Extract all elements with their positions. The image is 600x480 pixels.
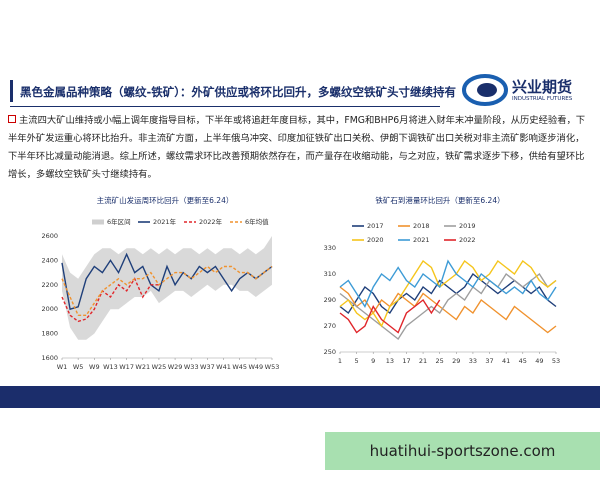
x-tick-label: W1 [57,363,68,371]
legend-label: 2020 [367,236,384,244]
legend-label: 6年均值 [245,217,269,226]
x-tick-label: W13 [103,363,118,371]
series-line [339,298,441,334]
title-bar [10,80,13,102]
title-rule [10,106,440,107]
x-tick-label: W5 [73,363,84,371]
legend-label: 6年区间 [107,217,131,226]
y-tick-label: 310 [324,270,336,278]
legend-swatch [92,219,104,225]
legend-label: 2022年 [199,217,223,226]
legend-label: 2021 [413,236,430,244]
x-tick-label: 5 [355,357,359,365]
body-text-block: 主流四大矿山维持或小幅上调年度指导目标，下半年或将追赶年度目标，其中，FMG和B… [8,112,592,184]
x-tick-label: W41 [216,363,231,371]
series-line [61,252,273,311]
logo-icon [462,74,508,106]
legend-label: 2021年 [153,217,177,226]
y-tick-label: 2600 [41,232,58,240]
x-tick-label: W9 [89,363,100,371]
chart-title: 主流矿山发运周环比回升（更新至6.24） [97,195,234,205]
x-tick-label: 1 [338,357,342,365]
slide-title: 黑色金属品种策略（螺纹-铁矿）：外矿供应或将环比回升，多螺纹空铁矿头寸继续持有 [20,85,457,99]
x-tick-label: 41 [502,357,510,365]
x-tick-label: W17 [119,363,134,371]
y-tick-label: 2000 [41,305,58,313]
x-tick-label: 37 [485,357,493,365]
series-line [339,259,557,308]
legend-label: 2017 [367,222,384,230]
x-tick-label: 21 [419,357,427,365]
y-tick-label: 270 [324,322,336,330]
y-tick-label: 2400 [41,256,58,264]
x-tick-label: 53 [552,357,560,365]
y-tick-label: 290 [324,296,336,304]
x-tick-label: 45 [519,357,527,365]
x-tick-label: W21 [135,363,150,371]
y-tick-label: 250 [324,348,336,356]
series-line [339,286,557,334]
x-tick-label: 33 [469,357,477,365]
y-tick-label: 1600 [41,354,58,362]
url-banner: huatihui-sportszone.com [325,432,600,470]
x-tick-label: W45 [232,363,247,371]
logo-name: 兴业期货 [512,78,573,96]
x-tick-label: W49 [248,363,263,371]
legend-label: 2019 [459,222,476,230]
x-tick-label: 13 [386,357,394,365]
charts: 主流矿山发运周环比回升（更新至6.24） 1600 1800 2000 2200 2400… [41,195,560,371]
x-tick-label: 25 [436,357,444,365]
x-tick-label: 17 [402,357,410,365]
bottom-band [0,386,600,408]
x-tick-label: W29 [168,363,183,371]
range-band [62,236,272,340]
logo-subtitle: INDUSTRIAL FUTURES [512,96,573,102]
x-tick-label: W37 [200,363,215,371]
x-tick-label: 9 [371,357,375,365]
legend-label: 2018 [413,222,430,230]
bullet [8,115,16,123]
y-tick-label: 1800 [41,330,58,338]
x-tick-label: W53 [265,363,280,371]
series-line [339,259,557,328]
x-tick-label: W25 [152,363,167,371]
body-text: 主流四大矿山维持或小幅上调年度指导目标，下半年或将追赶年度目标，其中，FMG和B… [8,115,586,180]
x-tick-label: W33 [184,363,199,371]
y-tick-label: 2200 [41,281,58,289]
series-line [339,272,557,341]
series-line [61,277,159,323]
y-tick-label: 330 [324,244,336,252]
x-tick-label: 49 [535,357,543,365]
x-tick-label: 29 [452,357,460,365]
chart-title: 铁矿石到港量环比回升（更新至6.24） [375,195,504,205]
legend-label: 2022 [459,236,476,244]
series-line [61,265,273,316]
